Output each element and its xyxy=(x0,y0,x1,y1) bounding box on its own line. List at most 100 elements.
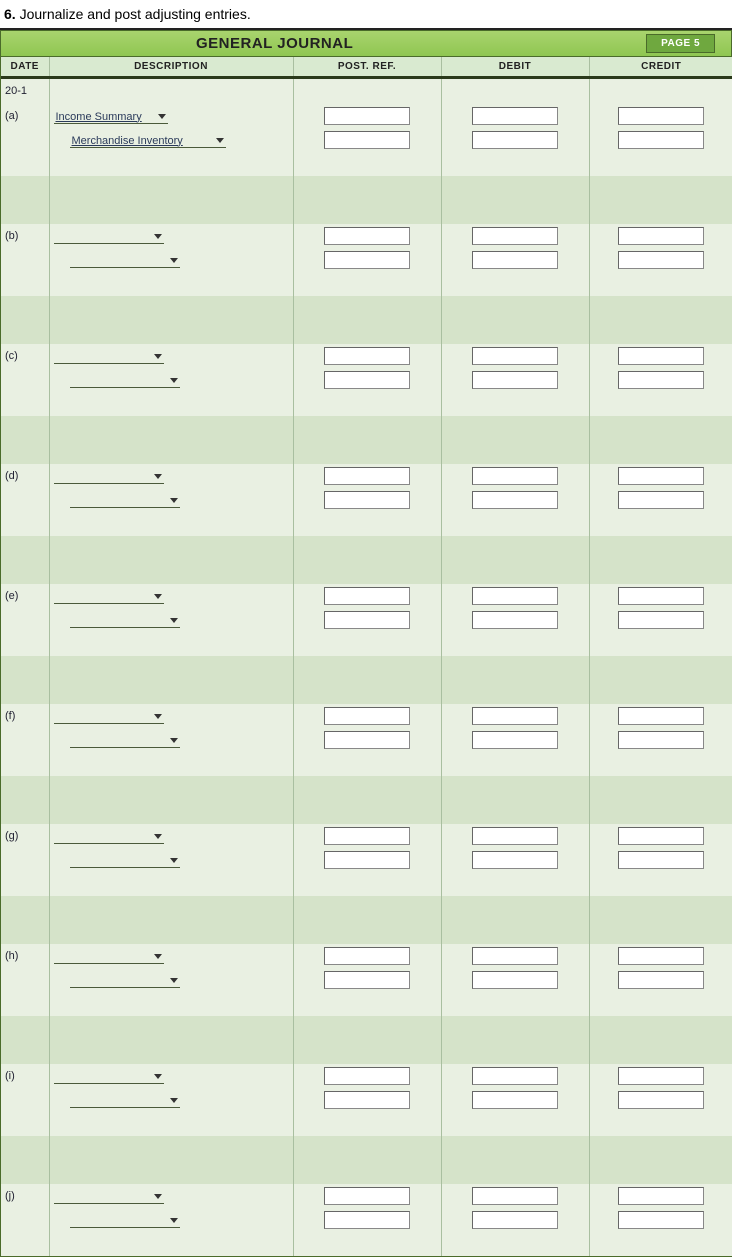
chevron-down-icon xyxy=(154,234,162,239)
post-ref-input[interactable] xyxy=(324,731,410,749)
debit-input[interactable] xyxy=(472,827,558,845)
account-dropdown[interactable] xyxy=(70,495,180,508)
account-dropdown[interactable] xyxy=(54,351,164,364)
credit-input[interactable] xyxy=(618,347,704,365)
credit-input[interactable] xyxy=(618,947,704,965)
col-description: DESCRIPTION xyxy=(49,57,293,78)
account-label xyxy=(56,711,148,723)
account-dropdown[interactable] xyxy=(70,255,180,268)
spacer-row xyxy=(1,1232,732,1256)
chevron-down-icon xyxy=(216,138,224,143)
debit-input[interactable] xyxy=(472,1211,558,1229)
credit-input[interactable] xyxy=(618,827,704,845)
debit-input[interactable] xyxy=(472,851,558,869)
post-ref-input[interactable] xyxy=(324,587,410,605)
credit-input[interactable] xyxy=(618,131,704,149)
post-ref-input[interactable] xyxy=(324,1067,410,1085)
credit-input[interactable] xyxy=(618,731,704,749)
credit-input[interactable] xyxy=(618,107,704,125)
credit-input[interactable] xyxy=(618,251,704,269)
post-ref-input[interactable] xyxy=(324,131,410,149)
post-ref-input[interactable] xyxy=(324,107,410,125)
account-dropdown[interactable] xyxy=(70,375,180,388)
debit-input[interactable] xyxy=(472,467,558,485)
account-label xyxy=(56,591,148,603)
credit-input[interactable] xyxy=(618,1211,704,1229)
chevron-down-icon xyxy=(170,498,178,503)
debit-input[interactable] xyxy=(472,251,558,269)
journal-entry-row: (d) xyxy=(1,464,732,488)
credit-input[interactable] xyxy=(618,467,704,485)
post-ref-input[interactable] xyxy=(324,371,410,389)
account-label xyxy=(72,1215,164,1227)
journal-titlebar: GENERAL JOURNAL PAGE 5 xyxy=(1,31,731,57)
entry-label: (c) xyxy=(1,344,49,368)
post-ref-input[interactable] xyxy=(324,1211,410,1229)
credit-input[interactable] xyxy=(618,971,704,989)
debit-input[interactable] xyxy=(472,347,558,365)
account-dropdown[interactable] xyxy=(54,711,164,724)
post-ref-input[interactable] xyxy=(324,1091,410,1109)
credit-input[interactable] xyxy=(618,491,704,509)
post-ref-input[interactable] xyxy=(324,227,410,245)
spacer-row xyxy=(1,992,732,1016)
debit-input[interactable] xyxy=(472,1067,558,1085)
account-dropdown[interactable] xyxy=(54,1071,164,1084)
journal-entry-row xyxy=(1,368,732,392)
account-dropdown[interactable] xyxy=(54,231,164,244)
credit-input[interactable] xyxy=(618,1091,704,1109)
post-ref-input[interactable] xyxy=(324,947,410,965)
post-ref-input[interactable] xyxy=(324,251,410,269)
post-ref-input[interactable] xyxy=(324,347,410,365)
journal-entry-row: (j) xyxy=(1,1184,732,1208)
credit-input[interactable] xyxy=(618,227,704,245)
journal-entry-row: (e) xyxy=(1,584,732,608)
post-ref-input[interactable] xyxy=(324,851,410,869)
journal-entry-row xyxy=(1,608,732,632)
debit-input[interactable] xyxy=(472,587,558,605)
credit-input[interactable] xyxy=(618,1067,704,1085)
debit-input[interactable] xyxy=(472,971,558,989)
debit-input[interactable] xyxy=(472,1187,558,1205)
post-ref-input[interactable] xyxy=(324,611,410,629)
post-ref-input[interactable] xyxy=(324,827,410,845)
debit-input[interactable] xyxy=(472,371,558,389)
credit-input[interactable] xyxy=(618,371,704,389)
account-dropdown[interactable] xyxy=(70,735,180,748)
entry-label: (a) xyxy=(1,104,49,128)
credit-input[interactable] xyxy=(618,707,704,725)
account-dropdown[interactable] xyxy=(70,975,180,988)
account-dropdown[interactable] xyxy=(70,1095,180,1108)
debit-input[interactable] xyxy=(472,947,558,965)
credit-input[interactable] xyxy=(618,587,704,605)
account-dropdown[interactable] xyxy=(70,1215,180,1228)
post-ref-input[interactable] xyxy=(324,707,410,725)
debit-input[interactable] xyxy=(472,107,558,125)
debit-input[interactable] xyxy=(472,131,558,149)
credit-input[interactable] xyxy=(618,851,704,869)
post-ref-input[interactable] xyxy=(324,467,410,485)
post-ref-input[interactable] xyxy=(324,491,410,509)
post-ref-input[interactable] xyxy=(324,1187,410,1205)
account-dropdown[interactable] xyxy=(54,951,164,964)
debit-input[interactable] xyxy=(472,491,558,509)
debit-input[interactable] xyxy=(472,611,558,629)
credit-input[interactable] xyxy=(618,611,704,629)
debit-input[interactable] xyxy=(472,707,558,725)
post-ref-input[interactable] xyxy=(324,971,410,989)
year-row: 20-1 xyxy=(1,78,732,104)
account-dropdown[interactable] xyxy=(54,471,164,484)
account-dropdown[interactable] xyxy=(54,1191,164,1204)
account-dropdown[interactable] xyxy=(54,591,164,604)
debit-input[interactable] xyxy=(472,731,558,749)
account-dropdown[interactable]: Income Summary xyxy=(54,111,168,124)
debit-input[interactable] xyxy=(472,1091,558,1109)
credit-input[interactable] xyxy=(618,1187,704,1205)
account-dropdown[interactable]: Merchandise Inventory xyxy=(70,135,226,148)
debit-input[interactable] xyxy=(472,227,558,245)
account-dropdown[interactable] xyxy=(70,615,180,628)
journal-entry-row: Merchandise Inventory xyxy=(1,128,732,152)
account-dropdown[interactable] xyxy=(70,855,180,868)
col-credit: CREDIT xyxy=(589,57,732,78)
account-dropdown[interactable] xyxy=(54,831,164,844)
